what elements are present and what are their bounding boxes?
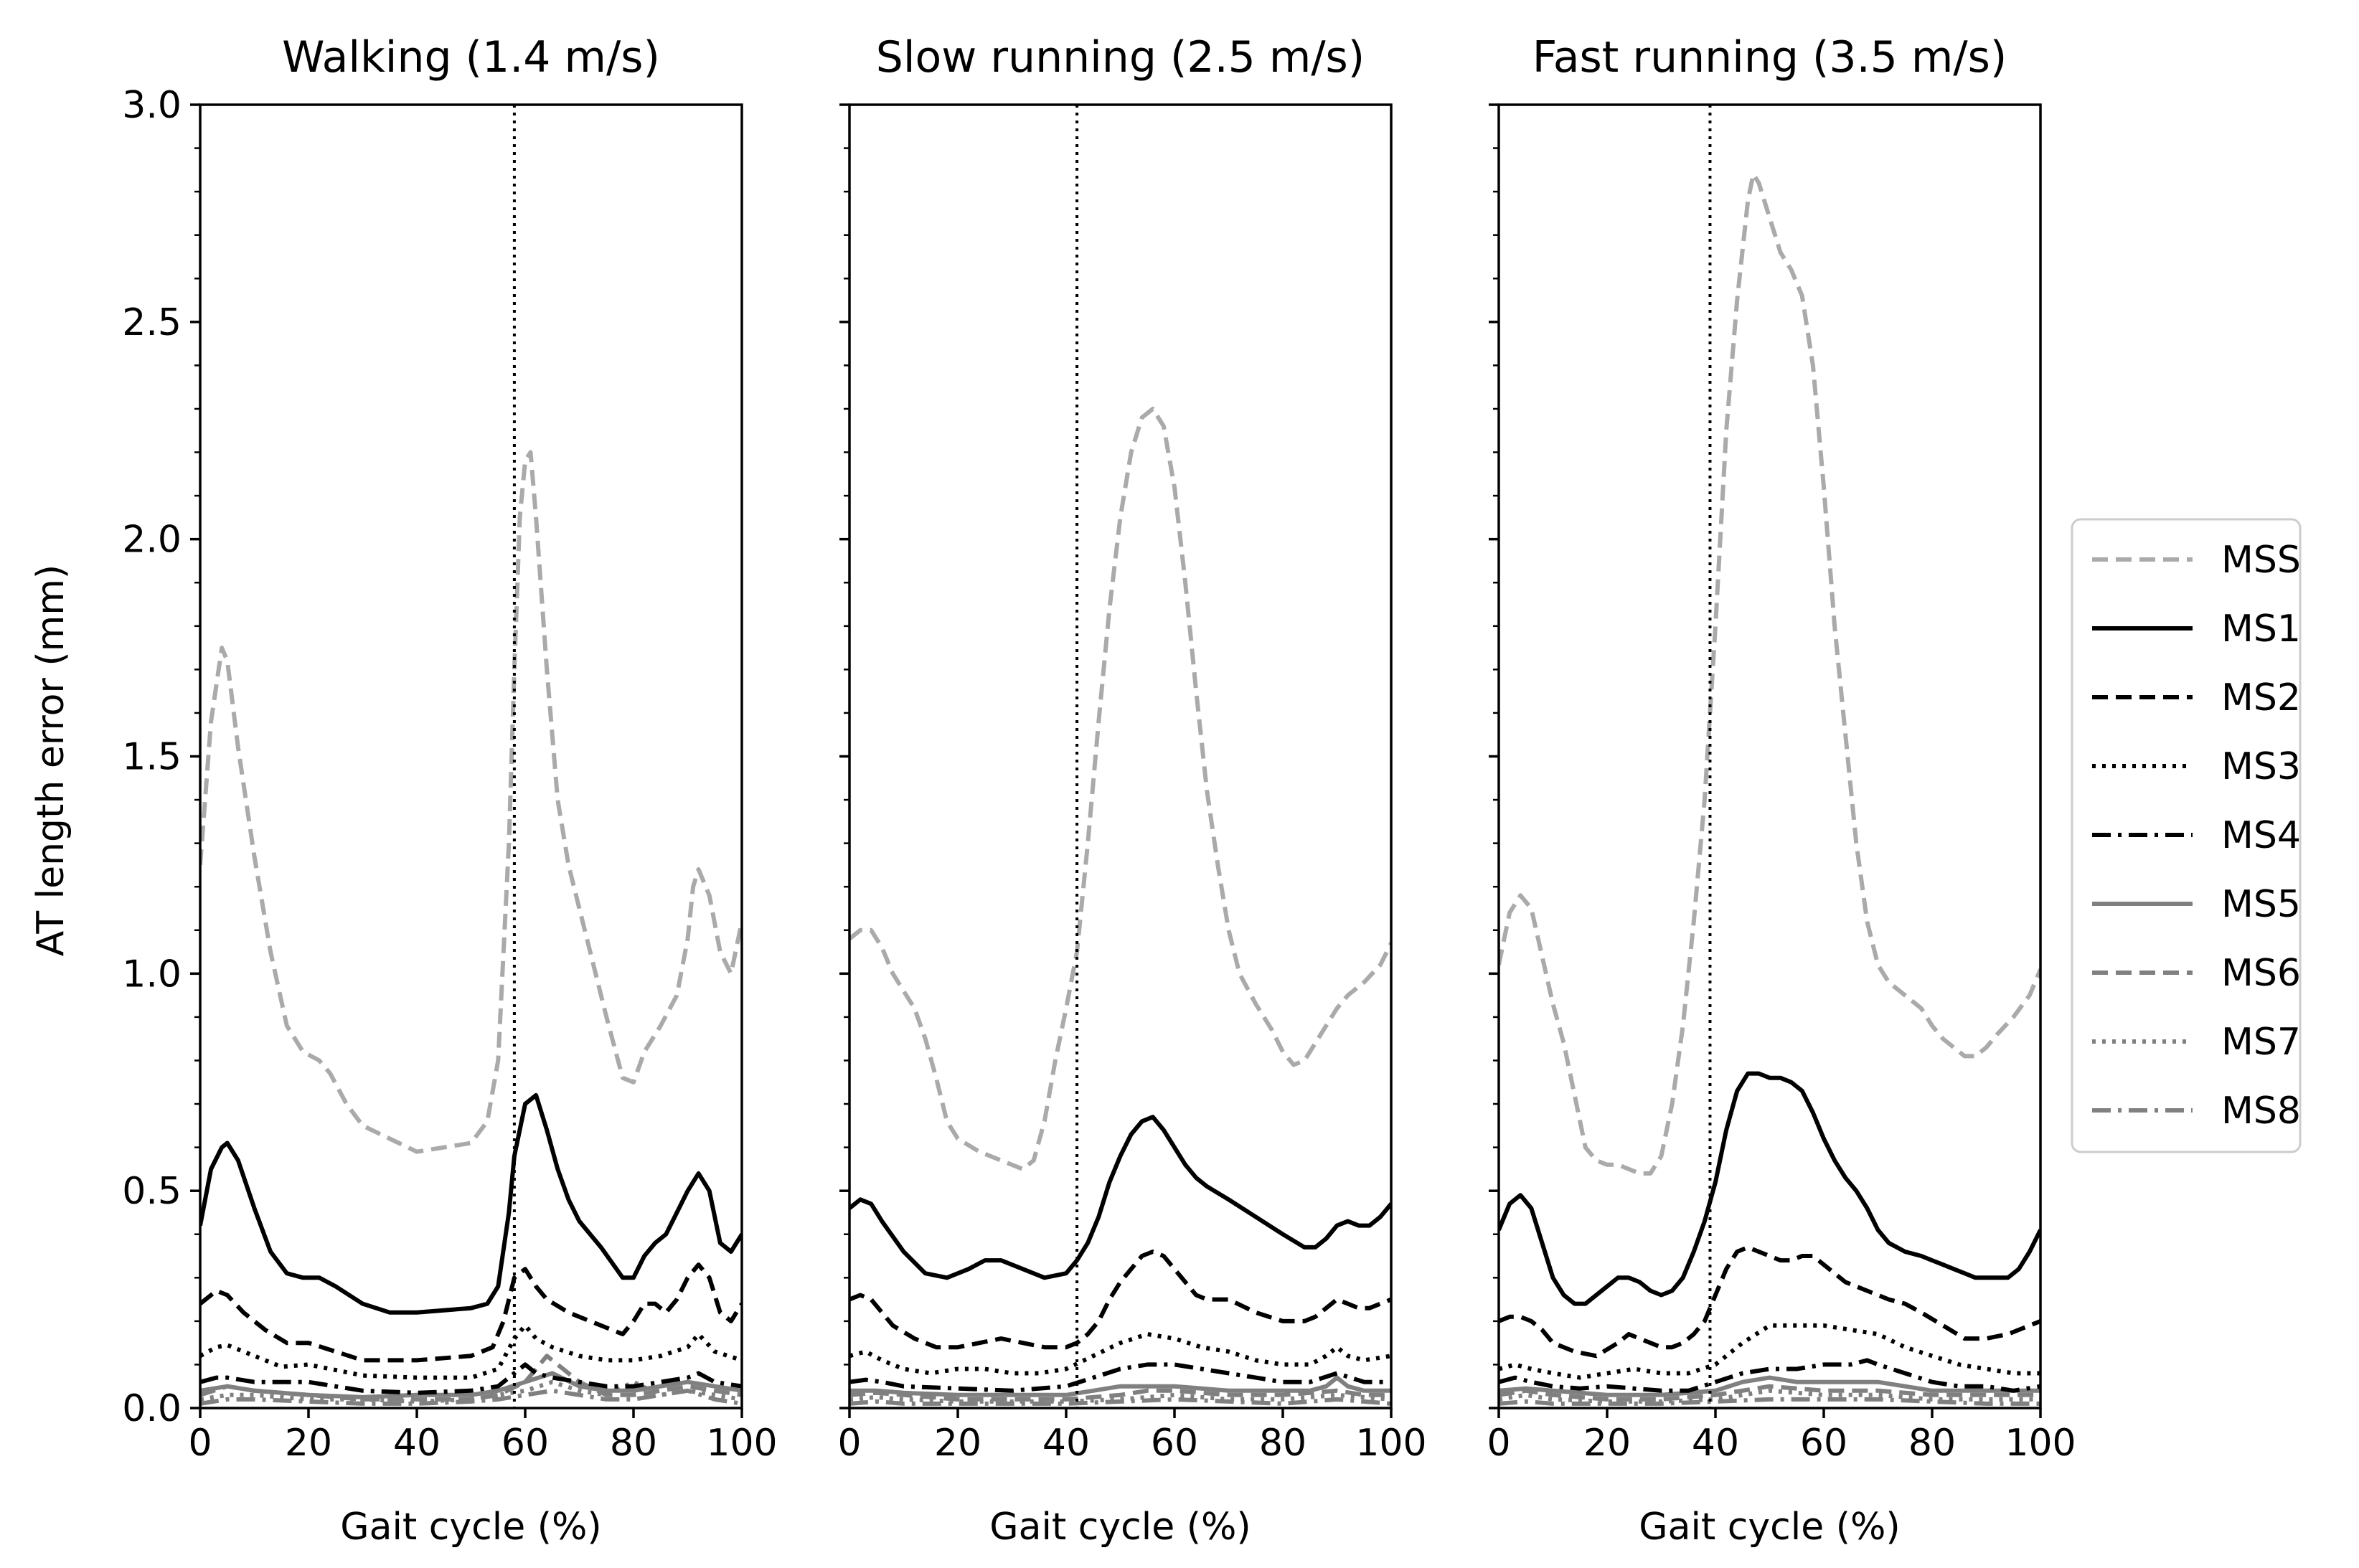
legend-entry-mss: MSS bbox=[2092, 539, 2301, 582]
legend-entry-ms3: MS3 bbox=[2092, 745, 2301, 788]
y-tick-label: 0.0 bbox=[122, 1387, 182, 1430]
x-axis-label: Gait cycle (%) bbox=[340, 1506, 601, 1549]
y-tick-label: 2.0 bbox=[122, 519, 182, 562]
series-layer bbox=[200, 450, 742, 1406]
series-line-ms3 bbox=[849, 1332, 1391, 1376]
x-tick-label: 80 bbox=[610, 1422, 657, 1465]
series-line-ms3 bbox=[1499, 1323, 2040, 1380]
legend-label: MS1 bbox=[2221, 608, 2301, 651]
series-line-ms8 bbox=[849, 1397, 1391, 1406]
series-line-ms2 bbox=[200, 1262, 742, 1363]
y-tick-label: 1.0 bbox=[122, 953, 182, 996]
series-line-ms6 bbox=[849, 1388, 1391, 1402]
legend-entry-ms2: MS2 bbox=[2092, 676, 2301, 719]
y-tick-label: 1.5 bbox=[122, 736, 182, 779]
x-tick-label: 100 bbox=[706, 1422, 777, 1465]
series-line-ms1 bbox=[1499, 1071, 2040, 1306]
legend-label: MS5 bbox=[2221, 883, 2301, 926]
x-tick-label: 60 bbox=[502, 1422, 549, 1465]
series-line-mss bbox=[200, 450, 742, 1154]
legend-label: MS8 bbox=[2221, 1090, 2301, 1133]
series-line-ms5 bbox=[1499, 1375, 2040, 1397]
legend-label: MS3 bbox=[2221, 745, 2301, 788]
x-tick-label: 0 bbox=[1487, 1422, 1510, 1465]
legend-entry-ms1: MS1 bbox=[2092, 608, 2301, 651]
series-layer bbox=[849, 407, 1391, 1406]
legend-entry-ms8: MS8 bbox=[2092, 1090, 2301, 1133]
series-line-ms2 bbox=[1499, 1245, 2040, 1359]
series-line-ms8 bbox=[1499, 1397, 2040, 1406]
x-axis-label: Gait cycle (%) bbox=[1639, 1506, 1900, 1549]
legend-label: MS4 bbox=[2221, 814, 2301, 857]
series-line-ms5 bbox=[200, 1371, 742, 1399]
series-line-mss bbox=[1499, 171, 2040, 1176]
legend-frame bbox=[2071, 518, 2302, 1153]
x-tick-label: 80 bbox=[1908, 1422, 1956, 1465]
legend-label: MS7 bbox=[2221, 1021, 2301, 1064]
y-axis-label: AT length error (mm) bbox=[29, 565, 72, 956]
legend-entry-ms4: MS4 bbox=[2092, 814, 2301, 857]
x-tick-label: 60 bbox=[1151, 1422, 1198, 1465]
axes-frame bbox=[1497, 103, 2042, 1409]
y-tick-label: 3.0 bbox=[122, 84, 182, 127]
x-tick-label: 60 bbox=[1800, 1422, 1847, 1465]
x-tick-label: 0 bbox=[188, 1422, 212, 1465]
series-line-ms3 bbox=[200, 1323, 742, 1380]
x-tick-label: 40 bbox=[393, 1422, 441, 1465]
series-line-ms4 bbox=[1499, 1358, 2040, 1393]
series-line-ms6 bbox=[1499, 1384, 2040, 1402]
x-tick-label: 40 bbox=[1692, 1422, 1739, 1465]
series-layer bbox=[1499, 171, 2040, 1406]
x-tick-label: 100 bbox=[1355, 1422, 1426, 1465]
legend-label: MS6 bbox=[2221, 952, 2301, 995]
legend-label: MSS bbox=[2221, 539, 2301, 582]
series-line-ms4 bbox=[200, 1362, 742, 1395]
y-tick-label: 0.5 bbox=[122, 1170, 182, 1213]
panel-title: Fast running (3.5 m/s) bbox=[1532, 32, 2007, 82]
x-tick-label: 20 bbox=[1583, 1422, 1631, 1465]
panel-walking: Walking (1.4 m/s) Gait cycle (%) 0 20 40 60… bbox=[122, 32, 777, 1549]
x-tick-label: 20 bbox=[285, 1422, 332, 1465]
series-line-ms8 bbox=[200, 1388, 742, 1406]
x-tick-label: 0 bbox=[837, 1422, 861, 1465]
series-line-ms5 bbox=[849, 1375, 1391, 1397]
panel-title: Slow running (2.5 m/s) bbox=[876, 32, 1365, 82]
legend-entry-ms5: MS5 bbox=[2092, 883, 2301, 926]
series-line-ms7 bbox=[200, 1379, 742, 1404]
panel-title: Walking (1.4 m/s) bbox=[282, 32, 660, 82]
x-tick-label: 20 bbox=[934, 1422, 981, 1465]
x-tick-label: 40 bbox=[1042, 1422, 1090, 1465]
panel-fast-running: Fast running (3.5 m/s) Gait cycle (%) 0 2… bbox=[1487, 32, 2076, 1549]
x-tick-label: 80 bbox=[1259, 1422, 1306, 1465]
legend-label: MS2 bbox=[2221, 676, 2301, 719]
series-line-ms7 bbox=[1499, 1388, 2040, 1404]
axes-frame bbox=[848, 103, 1393, 1409]
legend: MSS MS1 MS2 MS3 MS4 MS5 MS6 MS7 MS8 bbox=[2071, 518, 2302, 1153]
series-line-ms2 bbox=[849, 1250, 1391, 1350]
x-tick-label: 100 bbox=[2005, 1422, 2076, 1465]
series-line-ms1 bbox=[849, 1115, 1391, 1280]
legend-entry-ms6: MS6 bbox=[2092, 952, 2301, 995]
series-line-ms7 bbox=[849, 1392, 1391, 1404]
y-tick-label: 2.5 bbox=[122, 301, 182, 344]
panel-slow-running: Slow running (2.5 m/s) Gait cycle (%) 0 2… bbox=[837, 32, 1426, 1549]
series-line-mss bbox=[849, 407, 1391, 1171]
series-line-ms4 bbox=[849, 1362, 1391, 1393]
legend-entries: MSS MS1 MS2 MS3 MS4 MS5 MS6 MS7 MS8 bbox=[2092, 539, 2301, 1133]
x-axis-label: Gait cycle (%) bbox=[989, 1506, 1251, 1549]
legend-entry-ms7: MS7 bbox=[2092, 1021, 2301, 1064]
series-line-ms1 bbox=[200, 1092, 742, 1315]
axes-frame bbox=[199, 103, 743, 1409]
